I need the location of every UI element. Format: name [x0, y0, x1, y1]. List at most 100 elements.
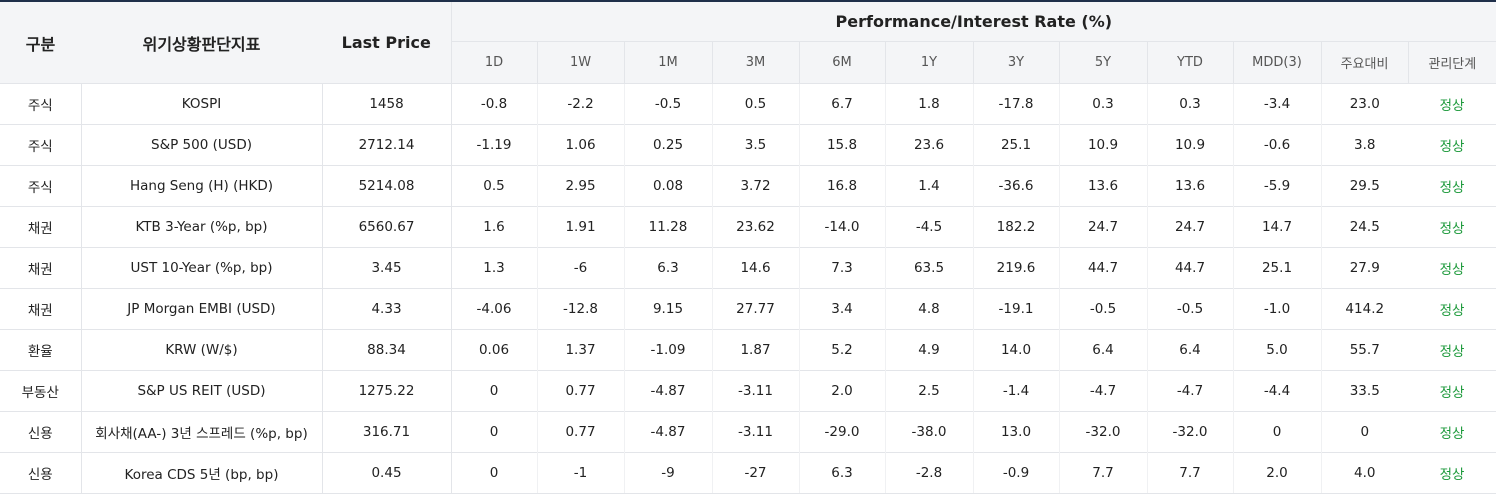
row-value: -9 — [623, 452, 712, 494]
row-value: -4.87 — [623, 411, 712, 453]
row-category: 신용 — [0, 411, 82, 453]
row-value: -4.4 — [1232, 370, 1321, 412]
row-indicator-name: S&P US REIT (USD) — [81, 370, 323, 412]
row-last-price: 3.45 — [322, 247, 452, 289]
row-value: 44.7 — [1146, 247, 1233, 289]
row-value: 33.5 — [1320, 370, 1408, 412]
row-value: 14.7 — [1232, 206, 1321, 248]
table-row: 채권 KTB 3-Year (%p, bp) 6560.67 1.6 1.91 11.28… — [0, 206, 1496, 248]
row-value: 0 — [1232, 411, 1321, 453]
row-value: 23.0 — [1320, 83, 1408, 125]
row-value: -32.0 — [1058, 411, 1147, 453]
row-value: 10.9 — [1146, 124, 1233, 166]
header-period: 1D — [450, 41, 537, 84]
row-value: 0.3 — [1146, 83, 1233, 125]
row-value: -4.87 — [623, 370, 712, 412]
row-value: 0.5 — [450, 165, 537, 207]
row-indicator-name: Hang Seng (H) (HKD) — [81, 165, 323, 207]
row-last-price: 5214.08 — [322, 165, 452, 207]
row-value: -4.7 — [1146, 370, 1233, 412]
header-periods-row: 1D 1W 1M 3M 6M 1Y 3Y 5Y YTD MDD(3) 주요대비 관리단계 — [0, 41, 1496, 84]
row-value: 6.4 — [1058, 329, 1147, 371]
row-status: 정상 — [1408, 206, 1496, 248]
row-value: 5.0 — [1232, 329, 1321, 371]
row-value: 11.28 — [623, 206, 712, 248]
row-value: 2.0 — [1232, 452, 1321, 494]
header-period: 6M — [798, 41, 885, 84]
row-value: 4.8 — [884, 288, 973, 330]
row-category: 신용 — [0, 452, 82, 494]
table-row: 환율 KRW (W/$) 88.34 0.06 1.37 -1.09 1.87 5.2 4.9 1… — [0, 329, 1496, 371]
row-value: -4.06 — [450, 288, 537, 330]
row-value: 0.25 — [623, 124, 712, 166]
row-value: 16.8 — [798, 165, 885, 207]
row-status: 정상 — [1408, 370, 1496, 412]
header-category: 구분 — [0, 2, 81, 84]
row-value: -29.0 — [798, 411, 885, 453]
row-value: -5.9 — [1232, 165, 1321, 207]
row-indicator-name: JP Morgan EMBI (USD) — [81, 288, 323, 330]
row-status: 정상 — [1408, 165, 1496, 207]
row-indicator-name: KRW (W/$) — [81, 329, 323, 371]
header-period: 3M — [711, 41, 799, 84]
row-value: -2.8 — [884, 452, 973, 494]
row-value: -1.09 — [623, 329, 712, 371]
row-value: 0 — [450, 370, 537, 412]
row-value: 9.15 — [623, 288, 712, 330]
row-value: -14.0 — [798, 206, 885, 248]
header-indicator: 위기상황판단지표 — [81, 2, 322, 84]
row-category: 주식 — [0, 124, 82, 166]
row-value: -3.4 — [1232, 83, 1321, 125]
header-period: YTD — [1146, 41, 1233, 84]
row-category: 환율 — [0, 329, 82, 371]
row-value: 0 — [450, 411, 537, 453]
row-category: 주식 — [0, 165, 82, 207]
row-indicator-name: Korea CDS 5년 (bp, bp) — [81, 452, 323, 494]
row-value: -32.0 — [1146, 411, 1233, 453]
row-value: 27.77 — [711, 288, 799, 330]
header-period: 1W — [536, 41, 624, 84]
row-value: -4.7 — [1058, 370, 1147, 412]
row-value: 0.77 — [536, 411, 624, 453]
row-value: -17.8 — [972, 83, 1059, 125]
row-value: 5.2 — [798, 329, 885, 371]
row-value: -0.5 — [623, 83, 712, 125]
row-value: 13.6 — [1058, 165, 1147, 207]
row-value: 1.87 — [711, 329, 799, 371]
header-period: 주요대비 — [1320, 41, 1408, 84]
row-value: 10.9 — [1058, 124, 1147, 166]
table-row: 주식 KOSPI 1458 -0.8 -2.2 -0.5 0.5 6.7 1.8 -17.8 0.3… — [0, 83, 1496, 125]
table-row: 채권 JP Morgan EMBI (USD) 4.33 -4.06 -12.8 9.15… — [0, 288, 1496, 330]
row-value: 55.7 — [1320, 329, 1408, 371]
row-value: -0.5 — [1146, 288, 1233, 330]
row-value: 1.37 — [536, 329, 624, 371]
header-period: 관리단계 — [1407, 41, 1496, 84]
row-status: 정상 — [1408, 288, 1496, 330]
row-category: 채권 — [0, 288, 82, 330]
row-value: 4.9 — [884, 329, 973, 371]
header-period: 1Y — [884, 41, 973, 84]
row-status: 정상 — [1408, 411, 1496, 453]
row-value: -2.2 — [536, 83, 624, 125]
row-value: 3.8 — [1320, 124, 1408, 166]
table-row: 부동산 S&P US REIT (USD) 1275.22 0 0.77 -4.87 -3.… — [0, 370, 1496, 412]
row-value: 7.3 — [798, 247, 885, 289]
row-value: 1.3 — [450, 247, 537, 289]
row-indicator-name: KTB 3-Year (%p, bp) — [81, 206, 323, 248]
header-period: 1M — [623, 41, 712, 84]
row-value: 0.5 — [711, 83, 799, 125]
row-last-price: 1458 — [322, 83, 452, 125]
header-performance: Performance/Interest Rate (%) — [450, 2, 1496, 42]
row-value: 3.5 — [711, 124, 799, 166]
row-last-price: 2712.14 — [322, 124, 452, 166]
table-row: 신용 Korea CDS 5년 (bp, bp) 0.45 0 -1 -9 -27 6.3 -2… — [0, 452, 1496, 494]
row-value: -1.0 — [1232, 288, 1321, 330]
row-value: -0.5 — [1058, 288, 1147, 330]
row-value: 1.8 — [884, 83, 973, 125]
row-value: -12.8 — [536, 288, 624, 330]
table-row: 신용 회사채(AA-) 3년 스프레드 (%p, bp) 316.71 0 0.77 -4… — [0, 411, 1496, 453]
row-last-price: 316.71 — [322, 411, 452, 453]
row-value: -36.6 — [972, 165, 1059, 207]
